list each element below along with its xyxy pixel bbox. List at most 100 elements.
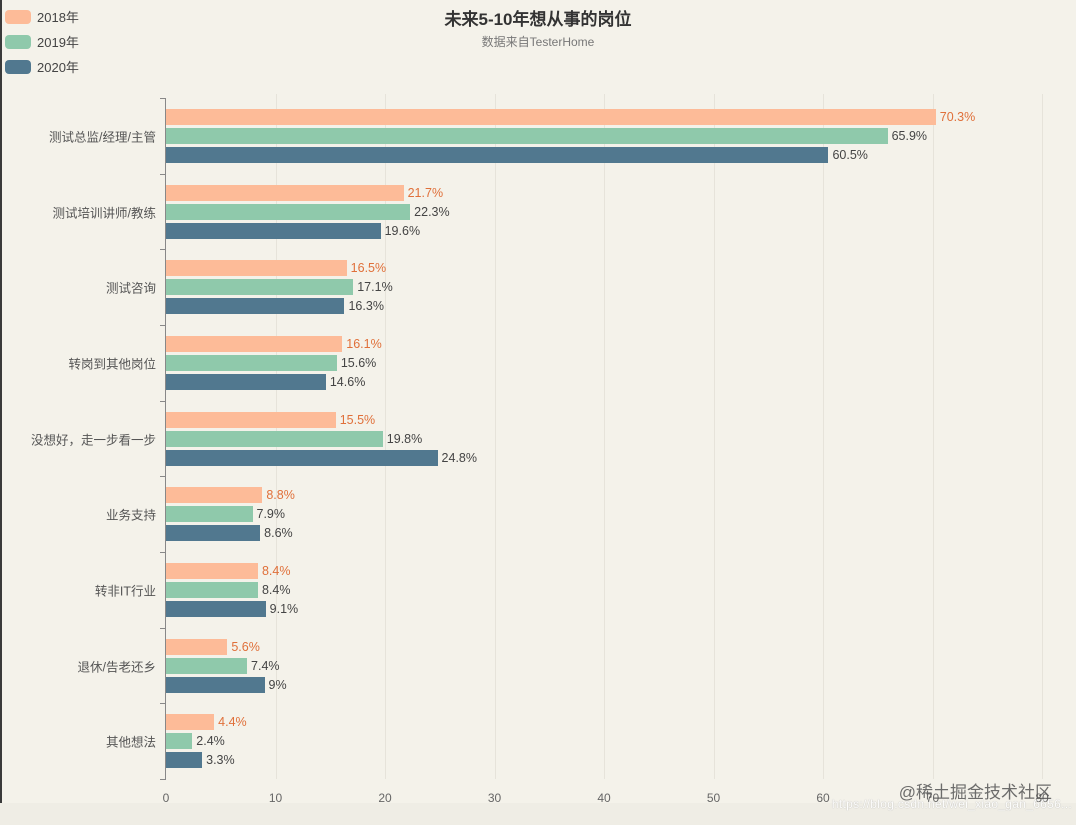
bar-2020年[interactable] <box>166 373 326 390</box>
bar-2019年[interactable] <box>166 733 193 750</box>
chart-subtitle: 数据来自TesterHome <box>481 35 595 49</box>
watermark: @稀土掘金技术社区 <box>898 783 1052 802</box>
bar-value-label: 8.4% <box>261 582 291 597</box>
category-label: 转岗到其他岗位 <box>68 357 156 372</box>
bar-2020年[interactable] <box>166 146 829 163</box>
y-axis <box>165 98 166 779</box>
bar-value-label: 3.3% <box>206 753 235 768</box>
bar-2020年[interactable] <box>166 676 265 693</box>
chart-title: 未来5-10年想从事的岗位 <box>444 10 632 29</box>
bar-2018年[interactable] <box>166 335 343 352</box>
category-label: 业务支持 <box>105 508 156 523</box>
legend-item-2020[interactable]: 2020年 <box>5 54 79 79</box>
category-label: 测试总监/经理/主管 <box>49 130 156 145</box>
bar-2020年[interactable] <box>166 600 266 617</box>
bar-value-label: 15.5% <box>339 412 376 427</box>
bar-value-label: 8.4% <box>261 563 291 578</box>
x-tick-label: 50 <box>706 791 721 805</box>
x-tick-label: 40 <box>597 791 611 805</box>
bar-value-label: 14.6% <box>329 374 366 389</box>
y-tick <box>160 703 166 705</box>
legend-item-2019[interactable]: 2019年 <box>5 29 79 54</box>
category-label: 测试咨询 <box>105 281 156 296</box>
legend-item-2018[interactable]: 2018年 <box>5 4 79 29</box>
bar-value-label: 19.6% <box>384 223 421 238</box>
bar-2018年[interactable] <box>166 562 258 579</box>
watermark-url: https://blog.csdn.net/wei_xiao_gan_6656.… <box>831 797 1072 811</box>
x-tick-label: 10 <box>268 791 283 805</box>
bar-2018年[interactable] <box>166 108 936 125</box>
bar-value-label: 16.3% <box>348 299 384 314</box>
x-tick-label: 20 <box>378 791 392 805</box>
bar-value-label: 17.1% <box>357 280 393 295</box>
legend-label: 2018年 <box>37 10 79 25</box>
plot-area: 0 10 20 30 40 50 60 70 80 测试总监/经理/主管 70.3% 65.9% 60.… <box>31 94 1049 805</box>
gridline <box>1042 94 1043 779</box>
bar-2019年[interactable] <box>166 354 337 371</box>
x-tick-label: 30 <box>487 791 502 805</box>
y-tick <box>160 249 166 251</box>
gridline <box>713 94 715 779</box>
bar-value-label: 24.8% <box>441 450 477 465</box>
bar-2018年[interactable] <box>166 260 347 277</box>
bar-2019年[interactable] <box>166 430 383 447</box>
bar-2020年[interactable] <box>166 298 345 315</box>
bar-value-label: 15.6% <box>340 355 377 370</box>
legend-label: 2019年 <box>37 35 79 50</box>
y-tick <box>160 173 166 175</box>
bar-2020年[interactable] <box>166 752 203 769</box>
x-tick-label: 0 <box>162 791 170 805</box>
x-tick-label: 60 <box>816 791 830 805</box>
bar-value-label: 21.7% <box>407 185 444 200</box>
gridline <box>604 94 605 779</box>
bar-2018年[interactable] <box>166 638 228 655</box>
bar-2018年[interactable] <box>166 411 336 428</box>
bar-2018年[interactable] <box>166 714 215 731</box>
bar-2018年[interactable] <box>166 184 404 201</box>
legend-swatch-2019 <box>5 34 31 49</box>
bottom-band <box>0 803 1076 825</box>
bar-value-label: 5.6% <box>231 639 260 654</box>
bar-value-label: 16.5% <box>350 261 387 276</box>
gridline <box>932 94 934 779</box>
category-label: 转非IT行业 <box>94 584 156 599</box>
left-border <box>0 0 2 825</box>
bar-value-label: 7.9% <box>256 507 286 522</box>
y-tick <box>160 98 166 99</box>
y-tick <box>160 400 166 402</box>
legend-swatch-2020 <box>5 59 31 74</box>
bar-2019年[interactable] <box>166 127 888 144</box>
gridline <box>823 94 824 779</box>
gridline <box>385 94 386 779</box>
bar-2019年[interactable] <box>166 279 354 296</box>
x-tick-label: 70 <box>925 791 940 805</box>
bar-value-label: 8.8% <box>266 488 295 503</box>
bar-2019年[interactable] <box>166 581 258 598</box>
bar-value-label: 2.4% <box>196 734 225 749</box>
bar-value-label: 9% <box>268 677 287 692</box>
bar-2020年[interactable] <box>166 222 381 239</box>
bar-2018年[interactable] <box>166 487 263 504</box>
y-tick <box>160 627 166 629</box>
y-tick <box>160 779 166 780</box>
gridline <box>494 94 496 779</box>
legend-swatch-2018 <box>5 9 31 24</box>
bar-2019年[interactable] <box>166 506 253 523</box>
legend-label: 2020年 <box>37 60 79 75</box>
bar-value-label: 7.4% <box>251 658 280 673</box>
bar-2020年[interactable] <box>166 525 261 542</box>
bar-value-label: 4.4% <box>218 715 247 730</box>
bar-value-label: 70.3% <box>939 109 976 124</box>
legend: 2018年 2019年 2020年 <box>5 4 79 79</box>
bar-2019年[interactable] <box>166 203 411 220</box>
bar-value-label: 22.3% <box>414 204 450 219</box>
category-label: 没想好，走一步看一步 <box>30 433 156 447</box>
y-tick <box>160 552 166 553</box>
bar-value-label: 9.1% <box>269 601 299 616</box>
bar-2020年[interactable] <box>166 449 438 466</box>
bar-value-label: 16.1% <box>346 336 382 351</box>
bar-2019年[interactable] <box>166 657 248 674</box>
category-label: 测试培训讲师/教练 <box>52 206 156 220</box>
category-label: 其他想法 <box>105 735 156 750</box>
category-label: 退休/告老还乡 <box>77 660 156 674</box>
